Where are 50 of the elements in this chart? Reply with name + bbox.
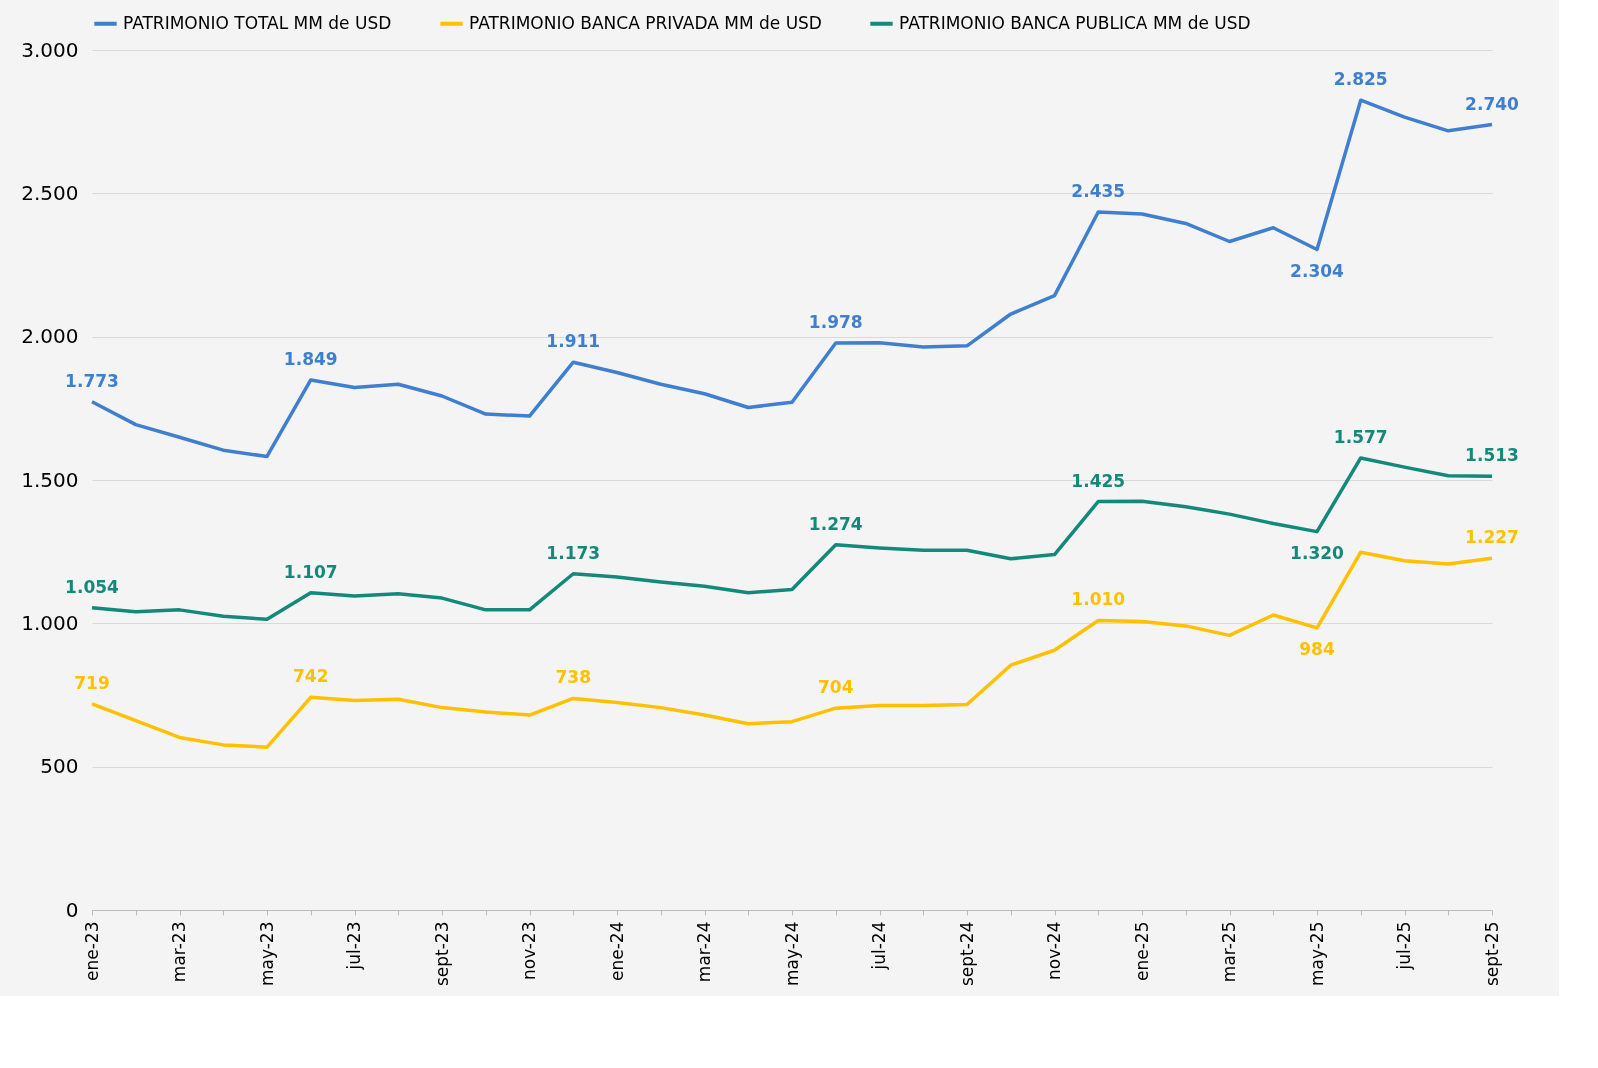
y-tick-label: 1.500 [21, 467, 79, 492]
x-tick-label: nov-23 [519, 921, 539, 981]
x-tick-label: jul-25 [1394, 921, 1414, 971]
x-tick-label: jul-23 [344, 921, 364, 971]
data-label: 2.825 [1333, 69, 1388, 90]
y-tick-label: 1.000 [21, 610, 79, 635]
data-label: 1.107 [283, 561, 338, 582]
data-label: 1.978 [808, 311, 863, 332]
data-label: 1.227 [1465, 527, 1519, 548]
data-label: 1.320 [1290, 542, 1345, 563]
y-tick-label: 0 [65, 897, 79, 922]
data-label: 2.740 [1465, 93, 1520, 114]
legend-label: PATRIMONIO BANCA PUBLICA MM de USD [899, 12, 1251, 33]
y-tick-label: 2.500 [21, 180, 79, 205]
y-tick-label: 2.000 [21, 324, 79, 349]
data-label: 1.274 [808, 513, 863, 534]
data-label: 742 [293, 666, 329, 687]
x-tick-label: ene-23 [81, 921, 102, 981]
data-label: 719 [74, 672, 110, 693]
legend-label: PATRIMONIO BANCA PRIVADA MM de USD [469, 12, 822, 33]
x-tick-label: nov-24 [1044, 921, 1064, 981]
data-label: 1.425 [1071, 470, 1126, 491]
data-label: 1.173 [546, 542, 601, 563]
data-label: 704 [818, 677, 854, 698]
data-label: 1.577 [1333, 426, 1388, 447]
x-tick-label: mar-23 [169, 921, 189, 983]
x-tick-label: jul-24 [869, 921, 889, 971]
data-label: 1.773 [65, 370, 119, 391]
data-label: 1.911 [546, 331, 601, 352]
x-tick-label: mar-24 [694, 921, 714, 983]
x-tick-label: may-23 [256, 921, 277, 987]
data-label: 1.849 [283, 348, 338, 369]
x-tick-label: ene-25 [1131, 921, 1152, 981]
x-tick-label: sept-24 [956, 921, 977, 987]
x-tick-label: sept-25 [1481, 921, 1502, 987]
x-tick-label: may-25 [1306, 921, 1327, 987]
x-tick-label: ene-24 [606, 921, 627, 981]
x-tick-label: mar-25 [1219, 921, 1239, 983]
data-label: 2.304 [1290, 260, 1345, 281]
x-tick-label: sept-23 [431, 921, 452, 987]
data-label: 1.513 [1465, 445, 1519, 466]
data-label: 984 [1299, 638, 1335, 659]
data-label: 738 [555, 667, 591, 688]
y-tick-label: 500 [40, 754, 79, 779]
data-label: 1.054 [65, 576, 120, 597]
y-tick-label: 3.000 [21, 37, 79, 62]
data-label: 1.010 [1071, 589, 1126, 610]
data-label: 2.435 [1071, 180, 1126, 201]
x-tick-label: may-24 [781, 921, 802, 987]
legend-label: PATRIMONIO TOTAL MM de USD [123, 12, 392, 33]
